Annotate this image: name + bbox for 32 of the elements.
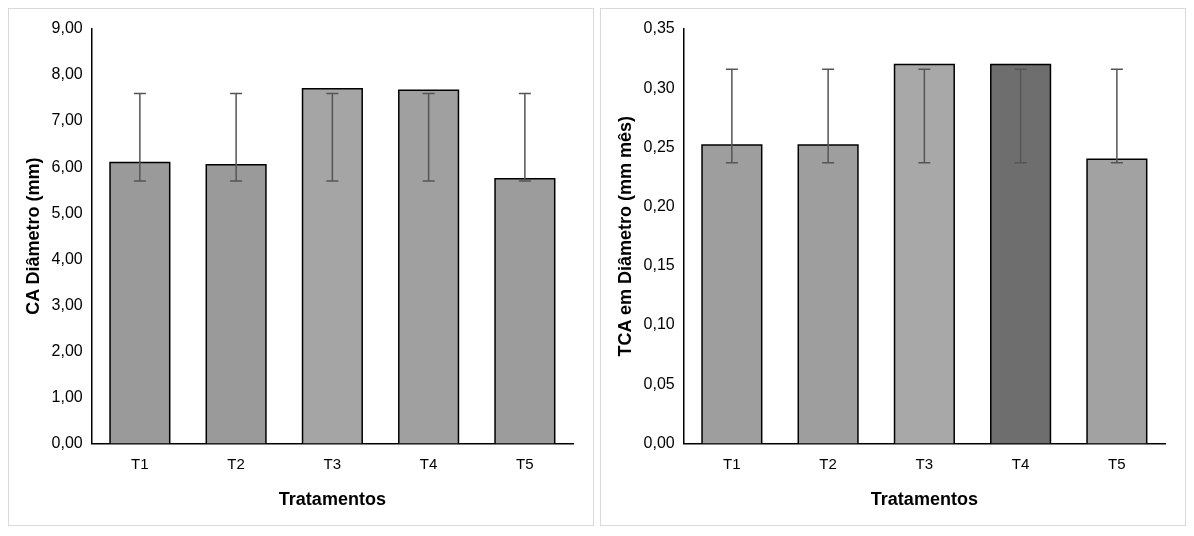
y-tick-label: 0,10: [643, 315, 675, 333]
y-tick-label: 0,05: [643, 374, 675, 392]
y-tick-label: 0,00: [51, 433, 83, 451]
y-tick-label: 3,00: [51, 295, 83, 313]
y-tick-label: 0,20: [643, 197, 675, 215]
y-tick-label: 0,35: [643, 19, 675, 37]
x-axis-title: Tratamentos: [278, 489, 386, 510]
x-tick-label: T2: [819, 454, 837, 472]
y-tick-label: 0,25: [643, 137, 675, 155]
y-tick-label: 4,00: [51, 249, 83, 267]
x-tick-label: T1: [723, 454, 741, 472]
y-tick-label: 0,15: [643, 256, 675, 274]
x-axis-title: Tratamentos: [870, 489, 978, 510]
x-tick-label: T1: [131, 454, 149, 472]
x-tick-label: T3: [323, 454, 342, 472]
y-axis-title: TCA em Diâmetro (mm mês): [614, 116, 635, 357]
x-tick-label: T3: [915, 454, 934, 472]
y-tick-label: 0,30: [643, 78, 675, 96]
y-axis-title: CA Diâmetro (mm): [22, 157, 43, 315]
y-tick-label: 6,00: [51, 157, 83, 175]
y-tick-label: 2,00: [51, 341, 83, 359]
y-tick-label: 0,00: [643, 433, 675, 451]
y-tick-label: 7,00: [51, 111, 83, 129]
x-tick-label: T4: [1011, 454, 1030, 472]
x-tick-label: T4: [419, 454, 438, 472]
y-tick-label: 1,00: [51, 387, 83, 405]
x-tick-label: T5: [516, 454, 534, 472]
y-tick-label: 8,00: [51, 65, 83, 83]
x-tick-label: T5: [1108, 454, 1126, 472]
y-tick-label: 9,00: [51, 19, 83, 37]
x-tick-label: T2: [227, 454, 245, 472]
y-tick-label: 5,00: [51, 203, 83, 221]
